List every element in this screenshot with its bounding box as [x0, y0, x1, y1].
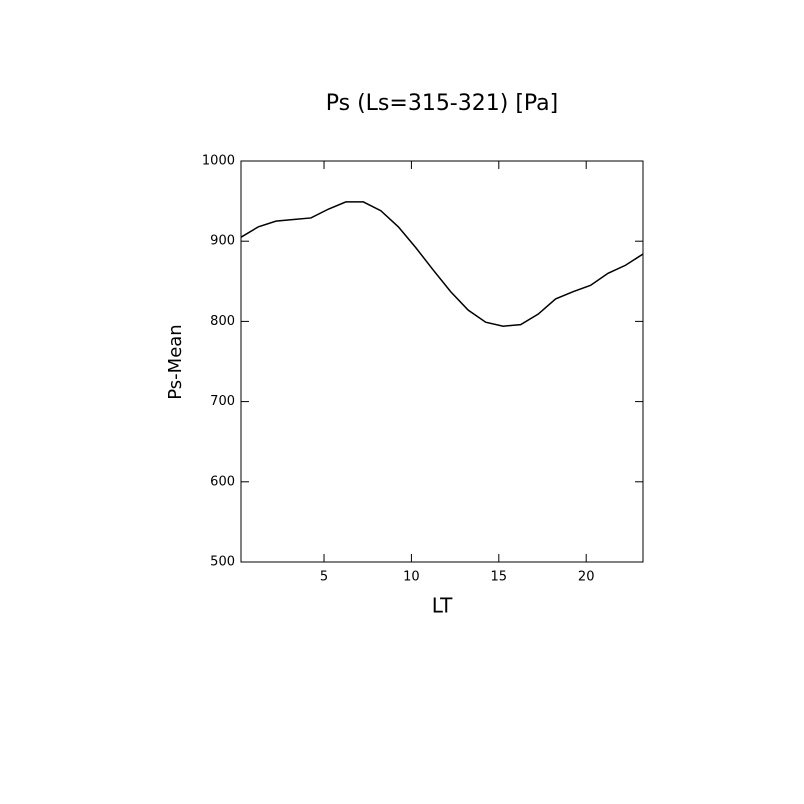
plot-frame — [240, 160, 644, 563]
x-tick-label: 10 — [403, 570, 420, 585]
y-tick-label: 600 — [210, 474, 235, 489]
y-axis-label: Ps-Mean — [165, 324, 186, 399]
x-axis-label: LT — [432, 594, 453, 618]
x-tick-label: 15 — [491, 570, 508, 585]
data-line — [240, 201, 644, 327]
y-tick-label: 1000 — [202, 154, 235, 169]
y-tick-label: 700 — [210, 394, 235, 409]
x-tick-label: 5 — [320, 570, 328, 585]
y-tick-label: 800 — [210, 314, 235, 329]
y-tick-label: 900 — [210, 234, 235, 249]
x-tick-label: 20 — [578, 570, 595, 585]
y-tick-label: 500 — [210, 555, 235, 570]
chart-title: Ps (Ls=315-321) [Pa] — [326, 91, 559, 116]
